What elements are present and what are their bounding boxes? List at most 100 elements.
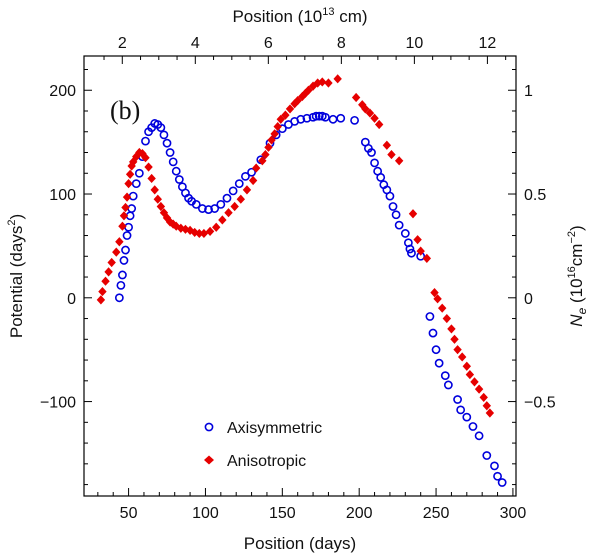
point-axisymmetric xyxy=(127,204,137,213)
x-tick-label: 250 xyxy=(423,505,450,522)
point-axisymmetric xyxy=(314,111,324,121)
point-axisymmetric xyxy=(204,205,213,214)
y-right-axis-title-close: ) xyxy=(567,225,586,231)
x-tick-label: 150 xyxy=(269,505,296,522)
y-right-tick-label: 0.5 xyxy=(524,187,546,204)
point-axisymmetric xyxy=(385,191,395,201)
point-anisotropic xyxy=(351,92,361,103)
point-anisotropic xyxy=(361,104,370,114)
point-axisymmetric xyxy=(431,345,441,355)
y-axis-title: Potential (days2) xyxy=(6,214,26,338)
point-anisotropic xyxy=(124,179,133,189)
point-anisotropic xyxy=(190,227,199,238)
point-axisymmetric xyxy=(350,115,359,125)
point-axisymmetric xyxy=(440,371,450,381)
y-tick-label: 100 xyxy=(49,187,76,204)
point-anisotropic xyxy=(230,201,239,212)
point-axisymmetric xyxy=(174,175,184,184)
x-top-tick-label: 8 xyxy=(337,35,346,52)
point-anisotropic xyxy=(251,163,261,173)
point-axisymmetric xyxy=(222,193,232,203)
x-tick-label: 300 xyxy=(500,505,527,522)
point-axisymmetric xyxy=(210,204,220,213)
point-anisotropic xyxy=(318,77,327,87)
point-axisymmetric xyxy=(453,395,462,404)
y-right-axis-title-unit: cm xyxy=(567,244,586,267)
point-anisotropic xyxy=(422,253,432,263)
y-right-tick-label: 0 xyxy=(524,291,533,308)
point-axisymmetric xyxy=(116,280,126,290)
point-anisotropic xyxy=(101,276,110,286)
point-axisymmetric xyxy=(336,113,346,123)
point-anisotropic xyxy=(270,129,279,139)
point-axisymmetric xyxy=(124,222,133,232)
point-axisymmetric xyxy=(296,114,306,124)
y-right-axis-title-symbol: N xyxy=(567,314,586,327)
point-anisotropic xyxy=(281,110,290,120)
point-axisymmetric xyxy=(482,451,492,460)
point-anisotropic xyxy=(267,135,276,145)
point-anisotropic xyxy=(199,228,209,239)
point-anisotropic xyxy=(304,85,313,95)
legend-anisotropic-marker xyxy=(204,455,214,465)
point-axisymmetric xyxy=(456,405,466,415)
point-axisymmetric xyxy=(121,245,130,255)
point-anisotropic xyxy=(115,237,124,247)
point-anisotropic xyxy=(416,246,425,256)
point-axisymmetric xyxy=(394,220,404,230)
point-axisymmetric xyxy=(114,293,124,303)
y-tick-label: −100 xyxy=(40,395,76,412)
y-right-axis-title: Ne (1016cm−2) xyxy=(566,225,589,326)
point-axisymmetric xyxy=(400,229,410,238)
point-anisotropic xyxy=(218,215,227,225)
point-axisymmetric xyxy=(370,158,379,168)
point-axisymmetric xyxy=(234,179,244,189)
x-tick-label: 200 xyxy=(346,505,373,522)
point-axisymmetric xyxy=(165,148,175,157)
point-axisymmetric xyxy=(171,166,181,176)
point-anisotropic xyxy=(453,345,462,355)
point-anisotropic xyxy=(485,408,495,418)
point-axisymmetric xyxy=(434,358,444,368)
legend-anisotropic-label: Anisotropic xyxy=(227,453,306,470)
y-tick-label: 0 xyxy=(67,291,76,308)
point-anisotropic xyxy=(324,78,333,88)
point-anisotropic xyxy=(112,247,121,257)
point-anisotropic xyxy=(141,153,150,163)
point-axisymmetric xyxy=(493,471,502,481)
point-anisotropic xyxy=(147,173,156,184)
point-axisymmetric xyxy=(228,186,238,196)
point-axisymmetric xyxy=(191,199,201,209)
point-anisotropic xyxy=(462,361,471,371)
point-anisotropic xyxy=(121,202,130,213)
x-tick-label: 50 xyxy=(120,505,138,522)
point-axisymmetric xyxy=(128,191,138,201)
point-anisotropic xyxy=(382,140,392,150)
point-axisymmetric xyxy=(443,380,453,390)
point-anisotropic xyxy=(276,114,285,124)
y-right-tick-label: −0.5 xyxy=(524,395,556,412)
point-anisotropic xyxy=(205,226,215,236)
point-anisotropic xyxy=(479,392,488,403)
point-axisymmetric xyxy=(405,244,415,254)
point-anisotropic xyxy=(150,185,159,195)
point-anisotropic xyxy=(242,185,252,195)
x-top-axis-title: Position (1013 cm) xyxy=(232,6,367,26)
y-right-axis-title-open: (10 xyxy=(567,278,586,307)
point-anisotropic xyxy=(285,104,295,114)
x-top-axis-title-sup: 13 xyxy=(322,6,334,18)
legend-axisymmetric-marker xyxy=(204,422,214,432)
point-anisotropic xyxy=(153,194,162,204)
point-anisotropic xyxy=(181,224,190,234)
point-axisymmetric xyxy=(462,412,472,422)
y-right-tick-label: 1 xyxy=(524,83,533,100)
point-anisotropic xyxy=(236,194,246,204)
point-axisymmetric xyxy=(118,270,127,280)
point-anisotropic xyxy=(365,108,375,118)
point-anisotropic xyxy=(413,235,422,245)
point-axisymmetric xyxy=(216,199,226,209)
point-axisymmetric xyxy=(122,231,132,240)
point-anisotropic xyxy=(122,192,132,202)
point-axisymmetric xyxy=(490,461,499,471)
axis-tick-labels: 50 100 150 200 250 300 200 100 0 −100 2 4 6 8 10 12 1 0.5… xyxy=(40,35,556,522)
